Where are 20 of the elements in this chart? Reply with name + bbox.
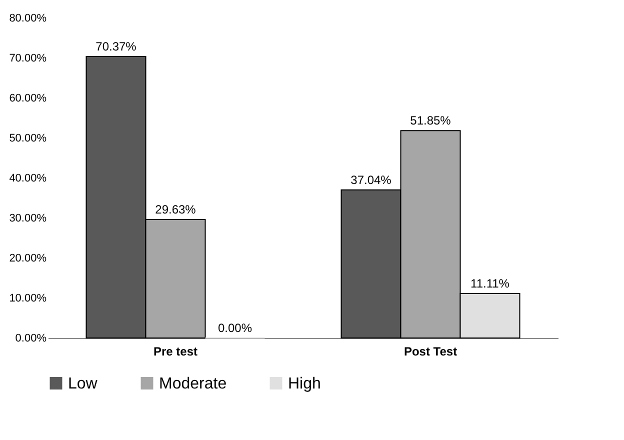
y-tick-label: 40.00% bbox=[9, 172, 47, 184]
data-label: 37.04% bbox=[350, 172, 392, 187]
x-tick-label: Pre test bbox=[153, 344, 198, 358]
data-label: 70.37% bbox=[96, 40, 137, 54]
data-label: 51.85% bbox=[410, 114, 452, 128]
data-label: 11.11% bbox=[470, 276, 510, 291]
y-tick-label: 30.00% bbox=[9, 212, 47, 224]
legend-label: High bbox=[288, 375, 321, 392]
y-tick-label: 70.00% bbox=[9, 52, 47, 64]
data-label: 29.63% bbox=[155, 202, 196, 216]
y-tick-label: 60.00% bbox=[9, 92, 47, 104]
y-tick-label: 20.00% bbox=[9, 252, 47, 264]
y-tick-label: 80.00% bbox=[9, 12, 47, 24]
y-tick-label: 50.00% bbox=[9, 132, 47, 144]
legend-label: Low bbox=[68, 375, 98, 392]
y-tick-label: 0.00% bbox=[15, 332, 47, 344]
data-label: 0.00% bbox=[218, 321, 252, 335]
legend-label: Moderate bbox=[159, 375, 227, 392]
y-tick-label: 10.00% bbox=[9, 292, 47, 304]
x-tick-label: Post Test bbox=[404, 344, 458, 358]
